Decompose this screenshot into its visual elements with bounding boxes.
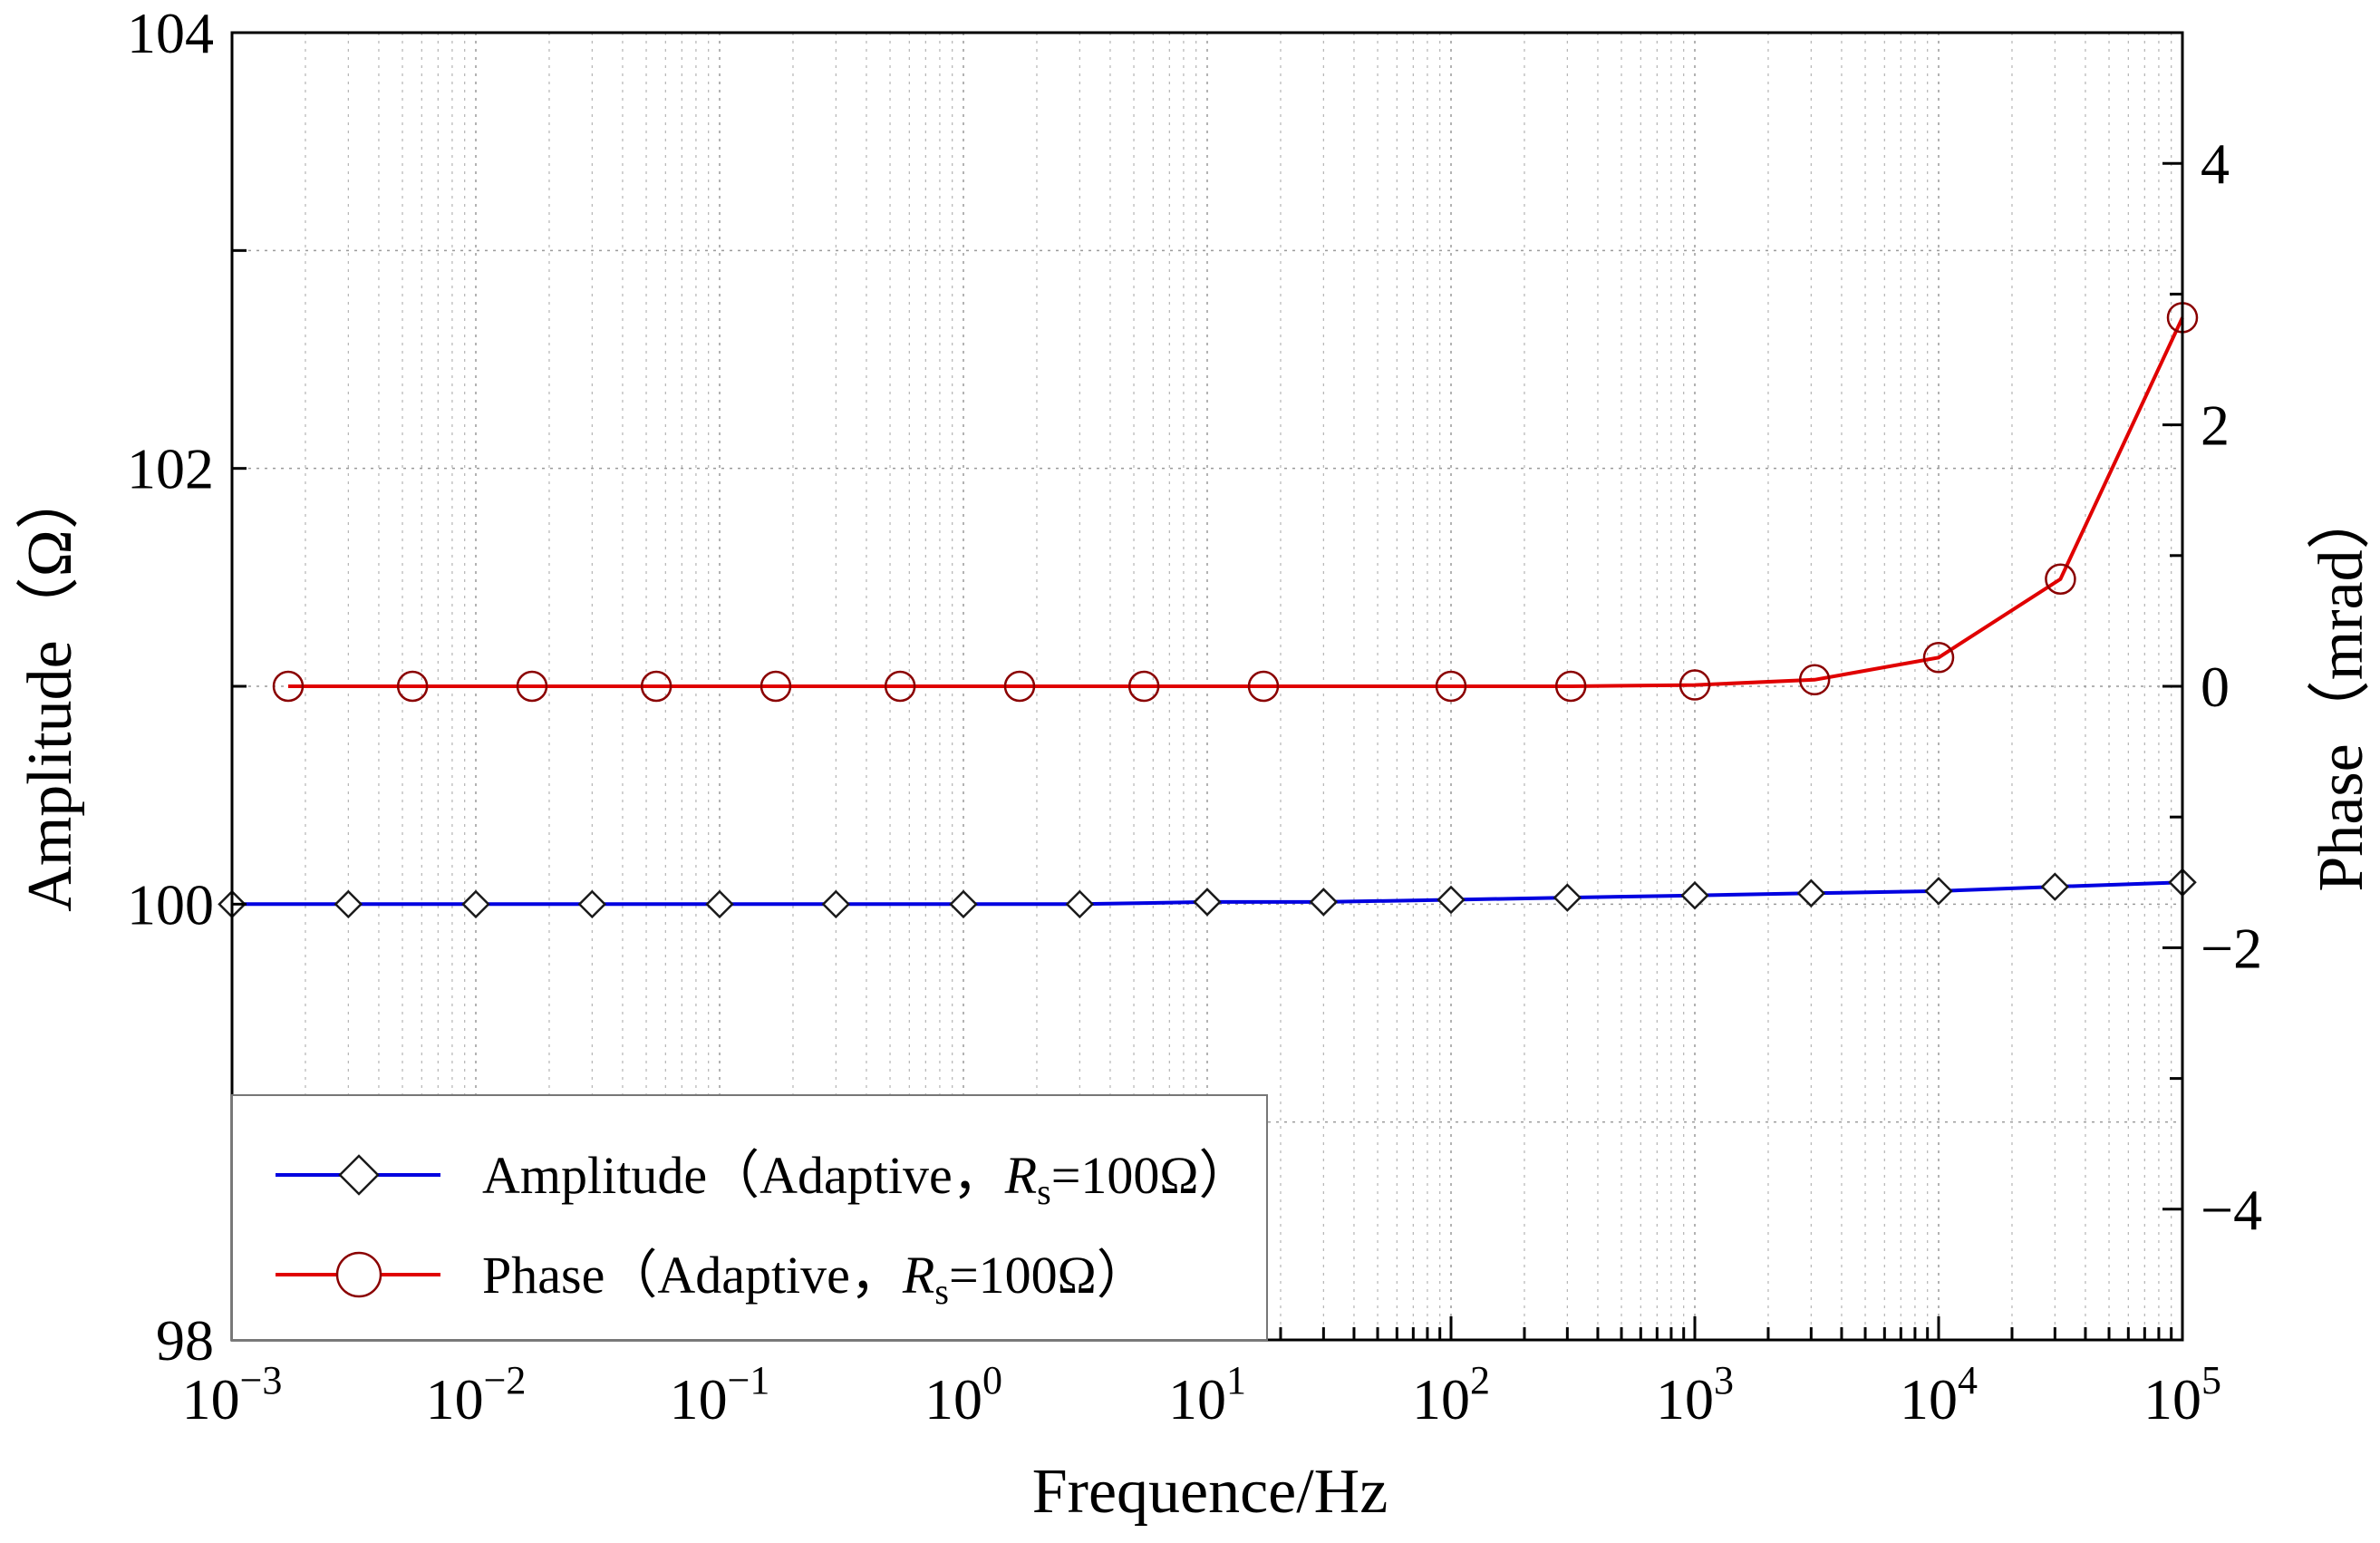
data-point-phase bbox=[272, 670, 305, 703]
x-tick-label: 102 bbox=[1412, 1358, 1490, 1431]
data-point-amplitude bbox=[1065, 889, 1095, 919]
data-point-amplitude bbox=[949, 889, 978, 919]
data-point-amplitude bbox=[2040, 872, 2070, 901]
data-point-amplitude bbox=[821, 889, 851, 919]
x-tick-label: 105 bbox=[2143, 1358, 2221, 1431]
x-tick-label: 10−2 bbox=[426, 1358, 527, 1431]
x-tick-label: 101 bbox=[1168, 1358, 1246, 1431]
data-point-phase bbox=[759, 670, 792, 703]
data-point-phase bbox=[640, 670, 672, 703]
x-tick-label: 10−1 bbox=[670, 1358, 770, 1431]
data-point-amplitude bbox=[705, 889, 734, 919]
data-point-amplitude bbox=[461, 889, 490, 919]
data-point-amplitude bbox=[1309, 888, 1339, 917]
data-point-amplitude bbox=[1437, 885, 1466, 915]
legend-box bbox=[231, 1094, 1268, 1341]
data-point-phase bbox=[884, 670, 916, 703]
y-right-tick-label: 4 bbox=[2201, 131, 2230, 196]
data-point-phase bbox=[2045, 563, 2076, 596]
x-axis-label: Frequence/Hz bbox=[1032, 1457, 1388, 1527]
data-point-phase bbox=[1554, 670, 1587, 703]
data-point-phase bbox=[1435, 670, 1467, 703]
y-left-tick-label: 100 bbox=[127, 872, 214, 936]
series-line-phase bbox=[288, 316, 2184, 688]
data-point-phase bbox=[1922, 642, 1955, 674]
data-point-amplitude bbox=[1924, 877, 1953, 906]
y-right-tick-label: −2 bbox=[2201, 916, 2262, 980]
data-point-amplitude bbox=[1796, 878, 1826, 908]
data-point-amplitude bbox=[1553, 883, 1582, 912]
legend-circle-marker bbox=[335, 1251, 382, 1298]
data-point-amplitude bbox=[334, 889, 363, 919]
y-left-tick-label: 102 bbox=[127, 437, 214, 501]
y-axis-right-label: Phase（mrad） bbox=[2307, 486, 2376, 891]
data-point-phase bbox=[1247, 670, 1280, 703]
y-axis-left-label: Amplitude（Ω） bbox=[15, 466, 85, 911]
data-point-phase bbox=[396, 670, 429, 703]
y-right-tick-label: 2 bbox=[2201, 393, 2230, 458]
x-tick-label: 103 bbox=[1656, 1358, 1734, 1431]
x-tick-label: 100 bbox=[924, 1358, 1002, 1431]
y-right-tick-label: −4 bbox=[2201, 1178, 2262, 1242]
legend-diamond-marker bbox=[338, 1154, 380, 1196]
x-tick-label: 10−3 bbox=[182, 1358, 283, 1431]
legend-label: Phase（Adaptive，Rs=100Ω） bbox=[482, 1246, 1149, 1312]
data-point-phase bbox=[1679, 669, 1711, 701]
y-left-tick-label: 98 bbox=[156, 1308, 214, 1373]
x-tick-label: 104 bbox=[1900, 1358, 1978, 1431]
data-point-phase bbox=[516, 670, 548, 703]
data-point-phase bbox=[1003, 670, 1036, 703]
y-left-tick-label: 104 bbox=[127, 1, 214, 65]
y-right-tick-label: 0 bbox=[2201, 655, 2230, 719]
data-point-amplitude bbox=[1193, 888, 1222, 917]
legend: Amplitude（Adaptive，Rs=100Ω） Phase（Adaptiv… bbox=[231, 1094, 1268, 1341]
data-point-amplitude bbox=[577, 889, 607, 919]
data-point-phase bbox=[1798, 664, 1831, 696]
data-point-phase bbox=[1127, 670, 1160, 703]
legend-label: Amplitude（Adaptive，Rs=100Ω） bbox=[482, 1146, 1252, 1212]
data-point-amplitude bbox=[1680, 880, 1709, 910]
series-layer bbox=[218, 302, 2199, 919]
